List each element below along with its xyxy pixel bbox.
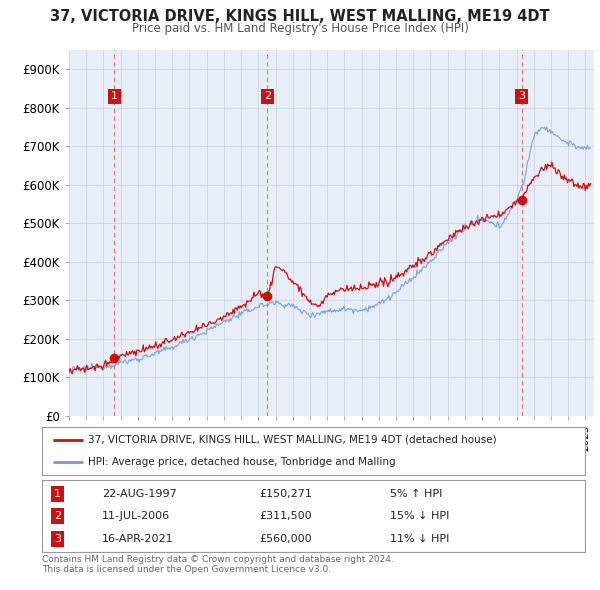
Text: 2: 2 — [264, 91, 271, 101]
Text: 1: 1 — [111, 91, 118, 101]
Text: £150,271: £150,271 — [259, 489, 312, 499]
Text: 2: 2 — [53, 511, 61, 520]
Text: 22-AUG-1997: 22-AUG-1997 — [102, 489, 176, 499]
Text: 37, VICTORIA DRIVE, KINGS HILL, WEST MALLING, ME19 4DT: 37, VICTORIA DRIVE, KINGS HILL, WEST MAL… — [50, 9, 550, 24]
Text: £311,500: £311,500 — [259, 511, 312, 520]
Text: 3: 3 — [518, 91, 525, 101]
Text: Price paid vs. HM Land Registry's House Price Index (HPI): Price paid vs. HM Land Registry's House … — [131, 22, 469, 35]
Text: £560,000: £560,000 — [259, 534, 312, 544]
Text: 37, VICTORIA DRIVE, KINGS HILL, WEST MALLING, ME19 4DT (detached house): 37, VICTORIA DRIVE, KINGS HILL, WEST MAL… — [88, 435, 497, 445]
Text: 11% ↓ HPI: 11% ↓ HPI — [389, 534, 449, 544]
Text: 11-JUL-2006: 11-JUL-2006 — [102, 511, 170, 520]
Text: HPI: Average price, detached house, Tonbridge and Malling: HPI: Average price, detached house, Tonb… — [88, 457, 396, 467]
Text: 15% ↓ HPI: 15% ↓ HPI — [389, 511, 449, 520]
Text: 3: 3 — [54, 534, 61, 544]
Text: 5% ↑ HPI: 5% ↑ HPI — [389, 489, 442, 499]
Text: 1: 1 — [54, 489, 61, 499]
Text: 16-APR-2021: 16-APR-2021 — [102, 534, 173, 544]
Text: Contains HM Land Registry data © Crown copyright and database right 2024.
This d: Contains HM Land Registry data © Crown c… — [42, 555, 394, 574]
